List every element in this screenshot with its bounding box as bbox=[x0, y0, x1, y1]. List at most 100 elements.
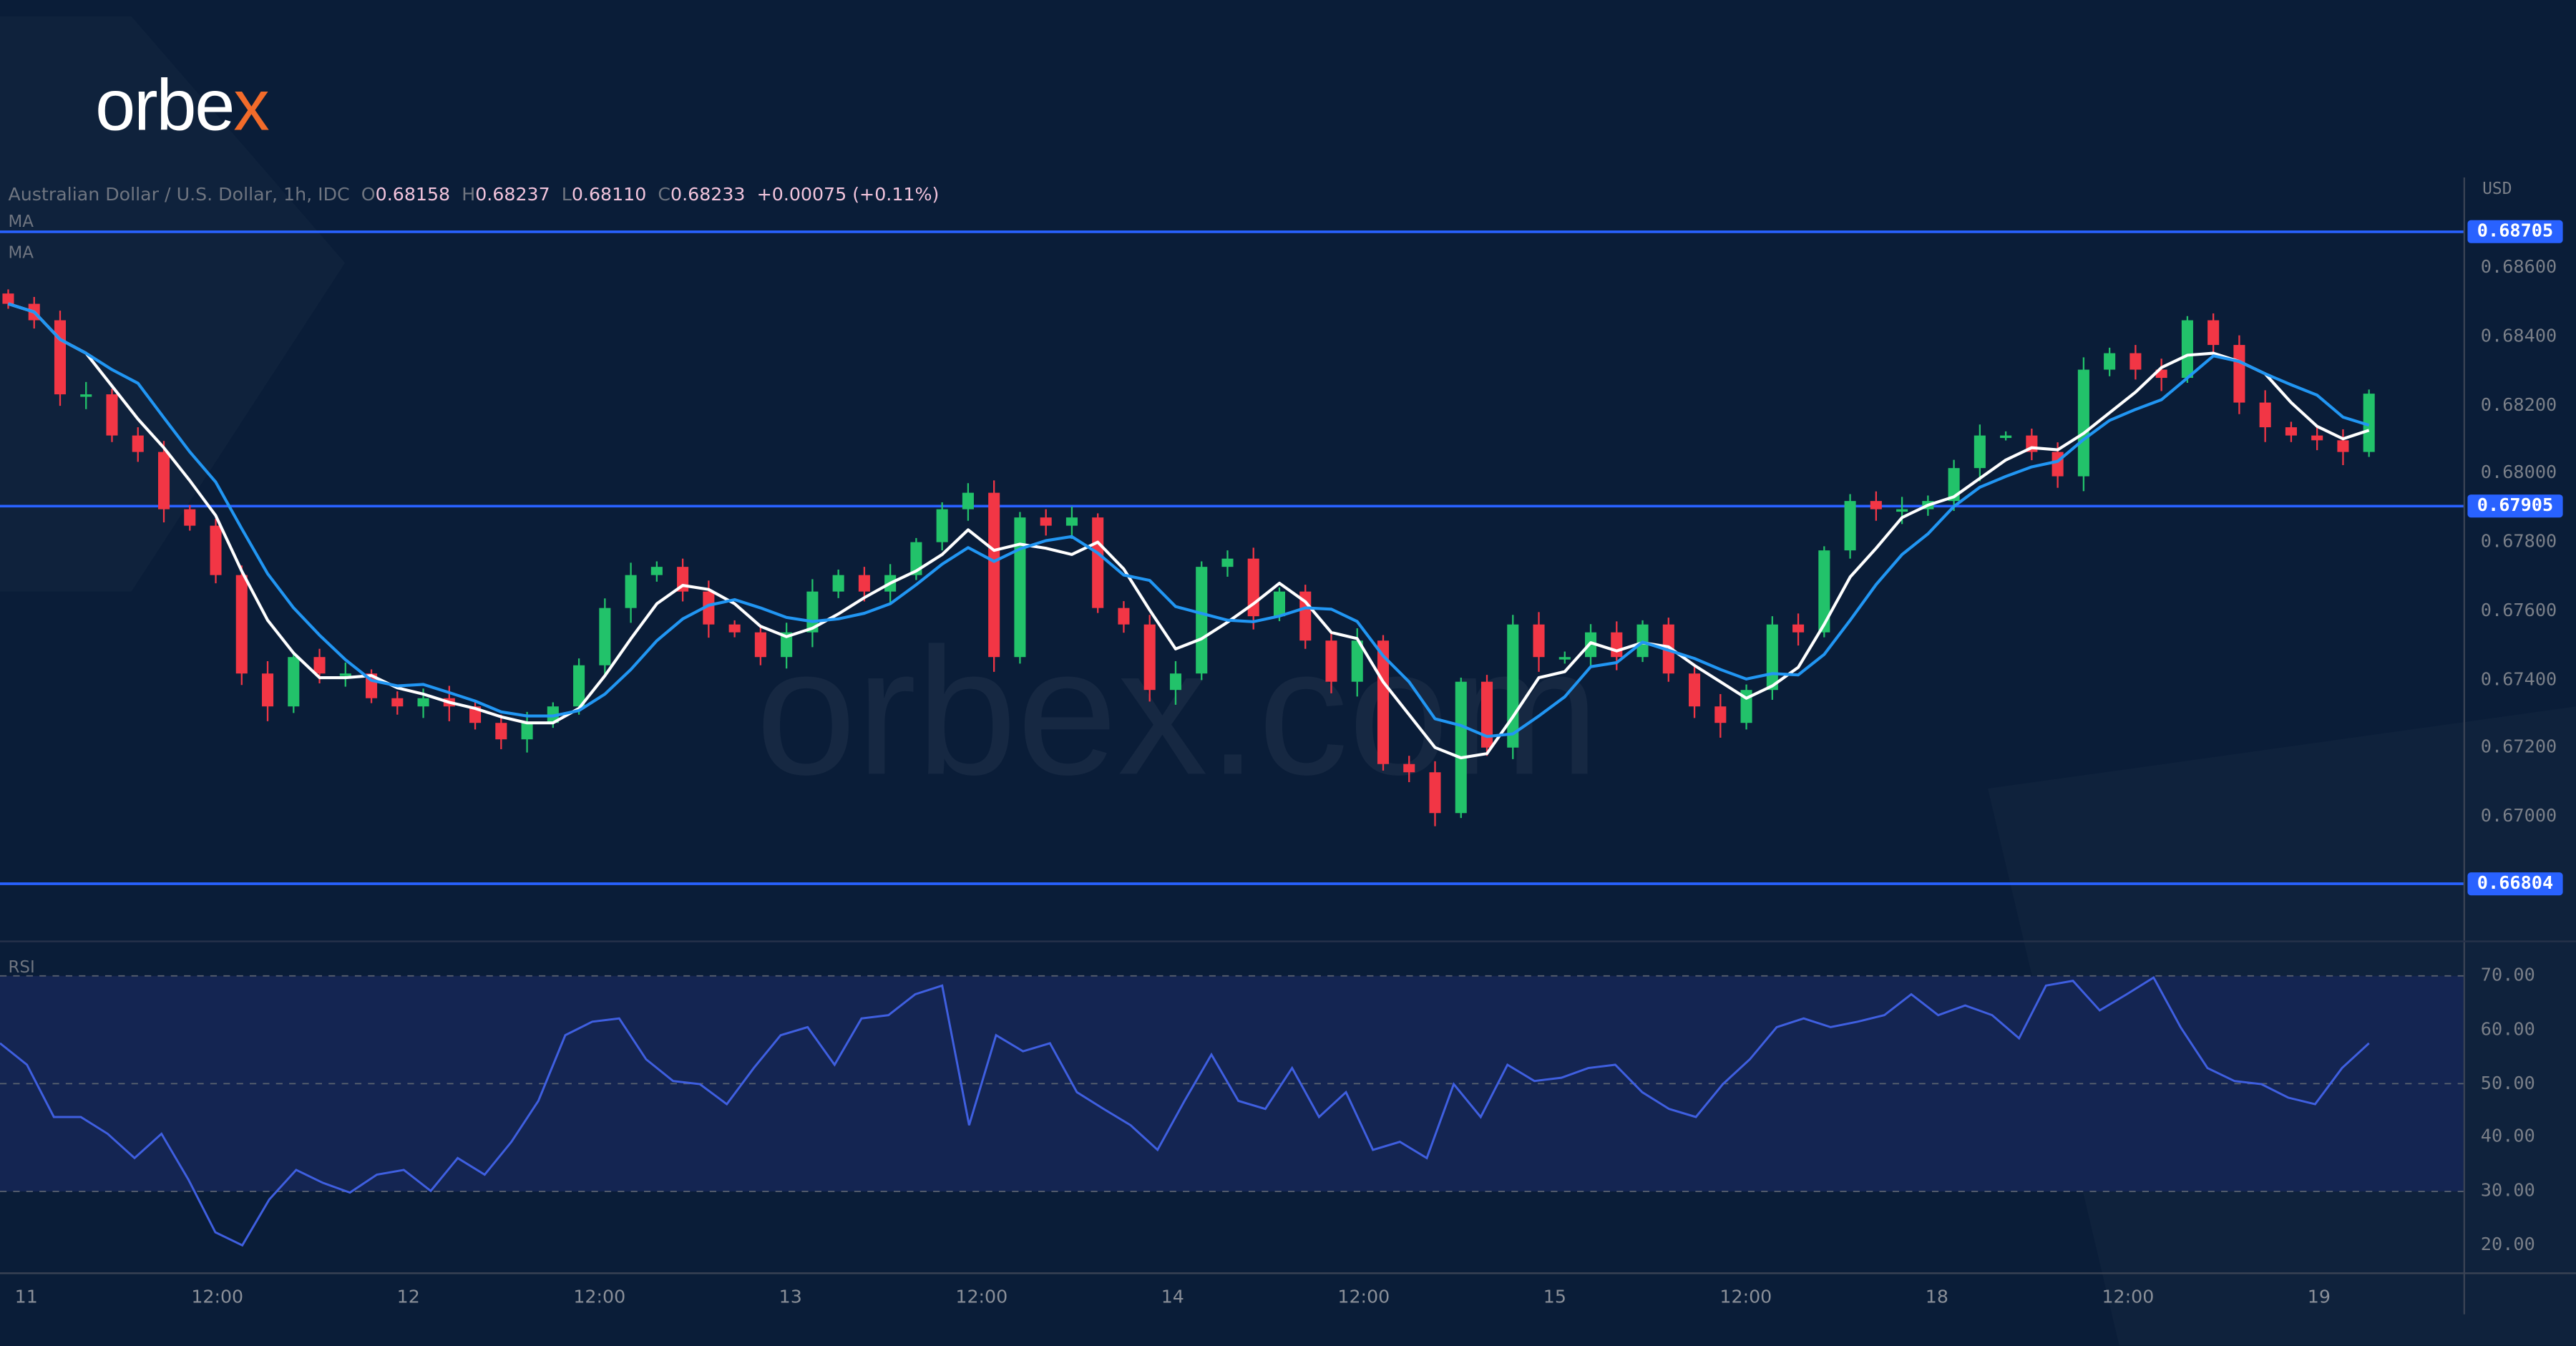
candle[interactable] bbox=[495, 714, 507, 750]
candle[interactable] bbox=[858, 567, 870, 602]
candle[interactable] bbox=[832, 569, 844, 598]
candle[interactable] bbox=[936, 502, 948, 551]
candle-body bbox=[1118, 608, 1130, 625]
candle[interactable] bbox=[469, 701, 482, 730]
candle[interactable] bbox=[2000, 431, 2012, 441]
rsi-tick: 40.00 bbox=[2480, 1126, 2535, 1148]
candle[interactable] bbox=[1325, 630, 1337, 693]
rsi-line bbox=[0, 975, 2370, 1247]
time-tick: 12:00 bbox=[573, 1286, 626, 1308]
candle[interactable] bbox=[910, 537, 922, 580]
candle[interactable] bbox=[2026, 429, 2038, 461]
ma-legend-2[interactable]: MA bbox=[8, 245, 34, 263]
candle[interactable] bbox=[2285, 421, 2297, 442]
candle[interactable] bbox=[2363, 389, 2375, 457]
candle[interactable] bbox=[988, 480, 1000, 672]
logo-text: orbe bbox=[95, 65, 235, 147]
candle[interactable] bbox=[1196, 561, 1208, 681]
candle[interactable] bbox=[1403, 756, 1415, 783]
candle[interactable] bbox=[677, 558, 689, 602]
candle[interactable] bbox=[2, 289, 14, 309]
symbol-name[interactable]: Australian Dollar / U.S. Dollar, 1h, IDC bbox=[8, 184, 350, 205]
candle[interactable] bbox=[573, 658, 585, 715]
candle[interactable] bbox=[1792, 613, 1805, 646]
candle[interactable] bbox=[1974, 424, 1986, 482]
candle[interactable] bbox=[1507, 615, 1519, 759]
candle[interactable] bbox=[2337, 429, 2349, 466]
candle[interactable] bbox=[1014, 512, 1026, 664]
candle[interactable] bbox=[1247, 547, 1259, 630]
candle[interactable] bbox=[157, 441, 170, 523]
candle[interactable] bbox=[2181, 316, 2193, 383]
candle[interactable] bbox=[80, 381, 92, 409]
candle[interactable] bbox=[1689, 663, 1701, 718]
candle[interactable] bbox=[962, 483, 974, 521]
candle[interactable] bbox=[650, 561, 663, 582]
candle[interactable] bbox=[1065, 506, 1078, 540]
candle[interactable] bbox=[1092, 513, 1104, 613]
candle[interactable] bbox=[1169, 660, 1181, 705]
candle[interactable] bbox=[1455, 677, 1467, 819]
candle[interactable] bbox=[1714, 693, 1727, 738]
candle-body bbox=[1611, 632, 1623, 658]
candle[interactable] bbox=[625, 562, 637, 623]
candle[interactable] bbox=[1740, 684, 1752, 730]
candle[interactable] bbox=[1558, 651, 1571, 664]
candle[interactable] bbox=[781, 623, 793, 669]
candle[interactable] bbox=[391, 691, 404, 715]
candle-body bbox=[2155, 369, 2167, 379]
candle[interactable] bbox=[54, 311, 67, 406]
candle[interactable] bbox=[1896, 497, 1908, 525]
candle[interactable] bbox=[806, 579, 819, 648]
candle[interactable] bbox=[1480, 675, 1493, 756]
candle[interactable] bbox=[1299, 585, 1312, 649]
candle[interactable] bbox=[1143, 615, 1156, 702]
candle[interactable] bbox=[521, 711, 533, 753]
candle[interactable] bbox=[210, 519, 222, 584]
candle-body bbox=[1844, 501, 1856, 551]
candle[interactable] bbox=[2155, 359, 2167, 391]
candle-body bbox=[157, 452, 170, 509]
candle-body bbox=[1040, 517, 1052, 526]
candle[interactable] bbox=[2311, 427, 2323, 451]
candle[interactable] bbox=[2207, 313, 2220, 353]
candle-body bbox=[1065, 517, 1078, 526]
candle[interactable] bbox=[2077, 357, 2089, 492]
candle[interactable] bbox=[2233, 335, 2245, 414]
candle[interactable] bbox=[1429, 761, 1441, 826]
candle[interactable] bbox=[1221, 550, 1234, 577]
candle[interactable] bbox=[1870, 491, 1882, 521]
ma-legend-1[interactable]: MA bbox=[8, 213, 34, 232]
candle[interactable] bbox=[2129, 345, 2142, 380]
candle-body bbox=[988, 492, 1000, 658]
change-value: +0.00075 (+0.11%) bbox=[756, 184, 940, 205]
candle[interactable] bbox=[2104, 347, 2116, 376]
candle[interactable] bbox=[288, 651, 300, 713]
candle[interactable] bbox=[339, 662, 351, 687]
candle[interactable] bbox=[1040, 509, 1052, 536]
candle[interactable] bbox=[2259, 390, 2271, 442]
candle[interactable] bbox=[754, 625, 766, 665]
candle[interactable] bbox=[1948, 459, 1960, 511]
candle[interactable] bbox=[106, 389, 118, 442]
candle-body bbox=[1014, 517, 1026, 658]
candle[interactable] bbox=[728, 620, 741, 638]
candle-body bbox=[910, 542, 922, 575]
candle[interactable] bbox=[1533, 612, 1545, 672]
candle-body bbox=[391, 698, 404, 707]
close-value: 0.68233 bbox=[670, 184, 746, 205]
candle[interactable] bbox=[261, 660, 274, 721]
candle[interactable] bbox=[132, 427, 144, 462]
candle-body bbox=[2000, 435, 2012, 439]
symbol-legend: Australian Dollar / U.S. Dollar, 1h, IDC… bbox=[8, 184, 939, 205]
rsi-legend[interactable]: RSI bbox=[8, 959, 35, 978]
candle[interactable] bbox=[1844, 494, 1856, 559]
candle[interactable] bbox=[599, 598, 611, 677]
candle[interactable] bbox=[184, 504, 196, 531]
close-label: C bbox=[658, 184, 671, 205]
candle[interactable] bbox=[1118, 601, 1130, 633]
time-tick: 12:00 bbox=[1719, 1286, 1772, 1308]
candle-body bbox=[2104, 353, 2116, 370]
candle[interactable] bbox=[235, 565, 248, 686]
